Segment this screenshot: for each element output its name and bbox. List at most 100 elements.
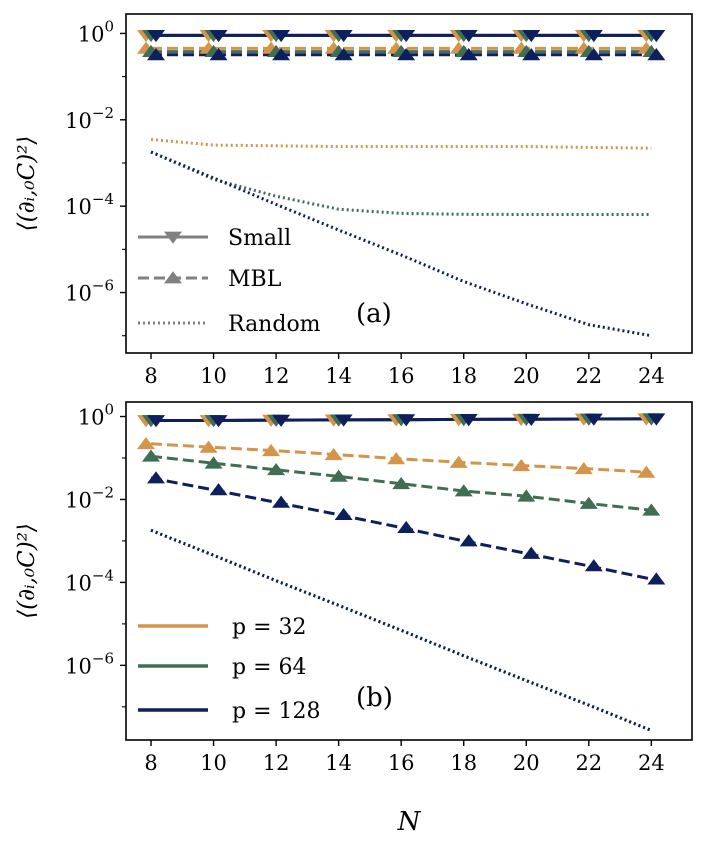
series-line-mbl-p128 <box>150 476 652 581</box>
y-tick-label: 10−6 <box>65 277 114 306</box>
legend-label-mbl: MBL <box>228 267 282 292</box>
x-tick-label: 20 <box>513 364 540 388</box>
marker-mbl-p64 <box>579 496 598 509</box>
marker-mbl-p128 <box>522 546 541 559</box>
marker-mbl-p128 <box>272 48 291 61</box>
legend-label-small: Small <box>228 226 291 251</box>
x-tick-label: 18 <box>450 751 477 775</box>
marker-mbl-p128 <box>647 48 666 61</box>
marker-mbl-p128 <box>209 48 228 61</box>
marker-mbl-p128 <box>272 495 291 508</box>
marker-small-p128 <box>647 413 666 426</box>
marker-mbl-p64 <box>517 489 536 502</box>
marker-mbl-p64 <box>392 476 411 490</box>
marker-mbl-p32 <box>137 437 156 450</box>
x-tick-label: 8 <box>144 751 157 775</box>
marker-mbl-p32 <box>324 447 343 461</box>
legend: Small MBL Random <box>138 226 321 337</box>
marker-small-p128 <box>397 414 416 427</box>
x-tick-label: 12 <box>263 751 290 775</box>
marker-mbl-p32 <box>574 462 593 475</box>
marker-small-p128 <box>334 414 353 427</box>
series-line-random-p128 <box>150 150 652 338</box>
marker-small-p128 <box>272 414 291 427</box>
panel-label: (b) <box>356 683 393 713</box>
marker-mbl-p128 <box>147 48 166 61</box>
legend-label-p1: p = 64 <box>232 655 307 680</box>
marker-small-p128 <box>522 413 541 426</box>
marker-mbl-p128 <box>584 48 603 61</box>
legend: p = 32 p = 64 p = 128 <box>138 615 321 724</box>
marker-mbl-p128 <box>397 48 416 61</box>
marker-mbl-p128 <box>209 483 228 496</box>
x-tick-label: 24 <box>638 751 665 775</box>
legend-label-p2: p = 128 <box>232 699 321 724</box>
legend-marker-small <box>164 231 182 244</box>
series-line-mbl-p64 <box>150 454 652 512</box>
x-tick-label: 8 <box>144 364 157 388</box>
series-line-random-p128 <box>150 528 652 732</box>
marker-mbl-p64 <box>204 456 223 469</box>
x-tick-label: 20 <box>513 751 540 775</box>
marker-mbl-p64 <box>454 484 473 497</box>
marker-mbl-p128 <box>459 534 478 547</box>
x-tick-label: 16 <box>388 751 415 775</box>
marker-small-p128 <box>147 415 166 428</box>
marker-mbl-p128 <box>397 520 416 533</box>
marker-mbl-p32 <box>512 458 531 472</box>
series-line-mbl-p32 <box>150 442 652 474</box>
y-tick-label: 10−6 <box>65 649 114 678</box>
marker-small-p128 <box>522 30 541 43</box>
marker-mbl-p64 <box>142 449 161 462</box>
legend-label-p0: p = 32 <box>232 615 307 640</box>
panel-label: (a) <box>356 299 392 329</box>
x-tick-label: 14 <box>325 364 352 388</box>
marker-mbl-p128 <box>334 507 353 521</box>
x-tick-label: 18 <box>450 364 477 388</box>
x-tick-label: 12 <box>263 364 290 388</box>
y-tick-label: 100 <box>78 401 114 430</box>
marker-mbl-p128 <box>584 559 603 572</box>
panel-b: 8 10 12 14 16 18 20 22 24 100 10−2 10−4 10−6 ⟨(∂ᵢ,₀C)… <box>14 401 693 837</box>
axes-frame <box>125 401 693 741</box>
x-tick-label: 14 <box>325 751 352 775</box>
marker-small-p128 <box>209 30 228 43</box>
y-tick-label: 100 <box>78 17 114 46</box>
marker-mbl-p128 <box>647 572 666 585</box>
x-tick-label: 22 <box>575 364 602 388</box>
plot-area <box>137 413 666 732</box>
series-line-random-p32 <box>150 138 652 150</box>
y-axis-label: ⟨(∂ᵢ,₀C)²⟩ <box>14 136 40 232</box>
x-tick-label: 24 <box>638 364 665 388</box>
y-tick-label: 10−2 <box>65 483 114 512</box>
x-tick-label: 16 <box>388 364 415 388</box>
marker-small-p128 <box>584 413 603 426</box>
y-tick-label: 10−4 <box>65 190 114 219</box>
marker-mbl-p128 <box>334 48 353 61</box>
marker-mbl-p64 <box>329 469 348 482</box>
marker-small-p128 <box>647 30 666 43</box>
marker-mbl-p128 <box>522 48 541 61</box>
marker-small-p128 <box>584 30 603 43</box>
y-axis-label: ⟨(∂ᵢ,₀C)²⟩ <box>14 523 40 619</box>
marker-small-p128 <box>459 414 478 427</box>
marker-mbl-p32 <box>449 455 468 468</box>
marker-small-p128 <box>209 415 228 428</box>
legend-marker-mbl <box>164 271 182 284</box>
x-tick-label: 10 <box>200 364 227 388</box>
marker-mbl-p32 <box>387 452 406 465</box>
marker-mbl-p64 <box>267 463 286 476</box>
x-tick-label: 22 <box>575 751 602 775</box>
legend-label-random: Random <box>228 312 321 337</box>
marker-mbl-p64 <box>642 503 661 516</box>
axes-frame <box>125 13 693 354</box>
x-tick-label: 10 <box>200 751 227 775</box>
marker-small-p128 <box>147 30 166 43</box>
plot-area <box>137 30 666 338</box>
marker-small-p128 <box>334 30 353 43</box>
marker-small-p128 <box>272 30 291 43</box>
marker-small-p128 <box>459 30 478 43</box>
y-tick-label: 10−4 <box>65 566 114 595</box>
marker-mbl-p32 <box>199 440 218 453</box>
